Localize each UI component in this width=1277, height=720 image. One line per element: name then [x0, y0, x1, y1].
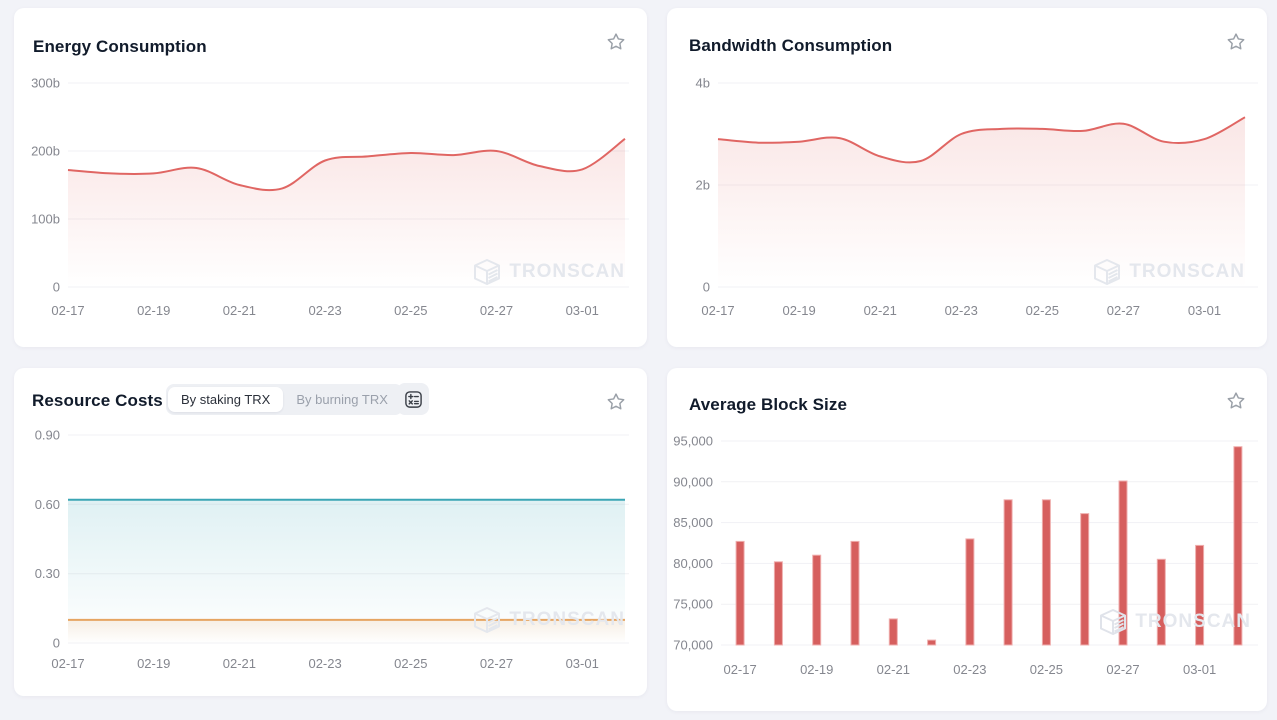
svg-text:02-17: 02-17	[51, 303, 84, 318]
svg-text:02-17: 02-17	[701, 303, 734, 318]
star-icon	[607, 33, 625, 50]
tab-by-staking-trx[interactable]: By staking TRX	[168, 387, 284, 412]
energy-consumption-chart[interactable]: 02-17 02-19 02-21 02-23 02-25 02-27 03-01 0 100b…	[14, 8, 647, 347]
svg-text:0: 0	[53, 636, 60, 651]
svg-text:02-19: 02-19	[137, 656, 170, 671]
svg-text:02-27: 02-27	[1107, 303, 1140, 318]
svg-text:02-27: 02-27	[480, 303, 513, 318]
card-title: Bandwidth Consumption	[689, 36, 893, 55]
svg-text:02-27: 02-27	[1106, 662, 1139, 677]
favorite-button[interactable]	[1225, 390, 1247, 412]
svg-text:02-19: 02-19	[800, 662, 833, 677]
svg-text:02-19: 02-19	[137, 303, 170, 318]
svg-text:85,000: 85,000	[673, 515, 713, 530]
svg-text:2b: 2b	[696, 178, 710, 193]
svg-text:0.30: 0.30	[35, 566, 60, 581]
svg-text:02-23: 02-23	[308, 656, 341, 671]
svg-text:02-21: 02-21	[864, 303, 897, 318]
svg-text:90,000: 90,000	[673, 474, 713, 489]
tab-by-burning-trx[interactable]: By burning TRX	[283, 387, 401, 412]
star-icon	[607, 393, 625, 410]
resource-costs-tab-group: By staking TRX By burning TRX	[166, 384, 403, 415]
calculator-icon	[404, 390, 422, 408]
resource-costs-chart[interactable]: 02-17 02-19 02-21 02-23 02-25 02-27 03-01 0 0.30…	[14, 368, 647, 696]
svg-text:0: 0	[53, 280, 60, 295]
card-title: Resource Costs	[32, 391, 163, 410]
svg-text:4b: 4b	[696, 76, 710, 91]
svg-text:02-19: 02-19	[782, 303, 815, 318]
average-block-size-chart[interactable]: 02-17 02-19 02-21 02-23 02-25 02-27 03-01 70,00…	[667, 368, 1267, 711]
bandwidth-consumption-chart[interactable]: 02-17 02-19 02-21 02-23 02-25 02-27 03-01 0 2b 4b	[667, 8, 1267, 347]
svg-text:02-21: 02-21	[223, 656, 256, 671]
average-block-size-card: Average Block Size 02-17 02-19 02-21 02-23 0…	[667, 368, 1267, 711]
svg-text:02-25: 02-25	[1026, 303, 1059, 318]
energy-consumption-card: Energy Consumption 02-17 02-19 02-21 02-23 0…	[14, 8, 647, 347]
svg-text:75,000: 75,000	[673, 597, 713, 612]
card-title: Energy Consumption	[33, 37, 207, 56]
svg-text:03-01: 03-01	[1183, 662, 1216, 677]
svg-text:02-23: 02-23	[953, 662, 986, 677]
svg-text:02-23: 02-23	[945, 303, 978, 318]
star-icon	[1227, 33, 1245, 50]
svg-text:0: 0	[703, 280, 710, 295]
svg-text:02-27: 02-27	[480, 656, 513, 671]
svg-text:03-01: 03-01	[1188, 303, 1221, 318]
svg-text:95,000: 95,000	[673, 434, 713, 449]
svg-text:02-23: 02-23	[308, 303, 341, 318]
svg-text:02-25: 02-25	[394, 656, 427, 671]
svg-text:02-21: 02-21	[223, 303, 256, 318]
svg-text:0.60: 0.60	[35, 497, 60, 512]
favorite-button[interactable]	[605, 391, 627, 413]
resource-calculator-button[interactable]	[397, 383, 429, 415]
svg-text:02-21: 02-21	[877, 662, 910, 677]
svg-text:02-25: 02-25	[1030, 662, 1063, 677]
svg-text:03-01: 03-01	[566, 656, 599, 671]
svg-text:300b: 300b	[31, 76, 60, 91]
svg-text:70,000: 70,000	[673, 638, 713, 653]
svg-text:02-17: 02-17	[723, 662, 756, 677]
favorite-button[interactable]	[605, 31, 627, 53]
svg-text:03-01: 03-01	[566, 303, 599, 318]
card-title: Average Block Size	[689, 395, 848, 414]
favorite-button[interactable]	[1225, 31, 1247, 53]
star-icon	[1227, 392, 1245, 409]
svg-text:02-25: 02-25	[394, 303, 427, 318]
svg-text:0.90: 0.90	[35, 428, 60, 443]
resource-costs-card: Resource Costs By staking TRX By burning…	[14, 368, 647, 696]
svg-text:100b: 100b	[31, 212, 60, 227]
svg-text:02-17: 02-17	[51, 656, 84, 671]
svg-text:200b: 200b	[31, 144, 60, 159]
bandwidth-consumption-card: Bandwidth Consumption 02-17 02-19 02-21 02-…	[667, 8, 1267, 347]
svg-text:80,000: 80,000	[673, 556, 713, 571]
